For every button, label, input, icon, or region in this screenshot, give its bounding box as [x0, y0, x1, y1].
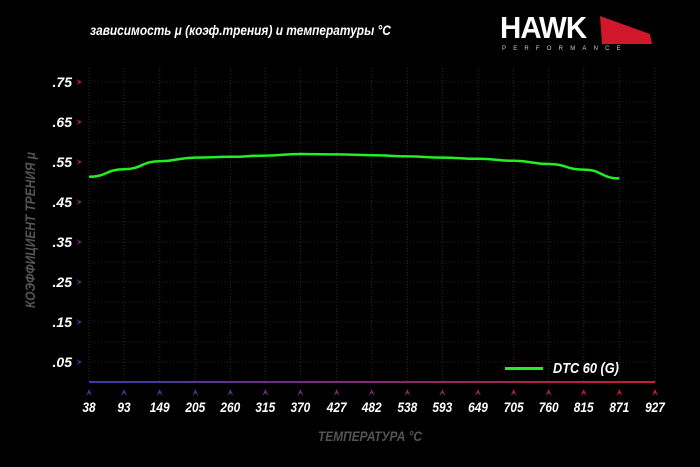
logo-sub: PERFORMANCE: [502, 46, 628, 52]
y-tick-label: .15: [53, 314, 73, 330]
y-tick-arrow-icon: [76, 79, 82, 85]
legend-label: DTC 60 (G): [553, 360, 619, 377]
x-tick-arrow-icon: [404, 389, 411, 396]
y-tick-label: .35: [53, 234, 73, 250]
x-tick-arrow-icon: [333, 389, 340, 396]
y-tick-label: .55: [53, 154, 73, 170]
x-tick-label: 538: [397, 399, 418, 415]
x-tick-label: 315: [255, 399, 276, 415]
x-tick-arrow-icon: [262, 389, 269, 396]
y-tick-arrow-icon: [76, 239, 82, 245]
x-tick-label: 260: [220, 399, 241, 415]
hawk-logo: HAWK PERFORMANCE: [500, 12, 660, 52]
x-tick-arrow-icon: [510, 389, 517, 396]
x-tick-arrow-icon: [227, 389, 234, 396]
x-tick-label: 815: [574, 399, 595, 415]
x-tick-label: 760: [539, 399, 560, 415]
legend-swatch: [505, 367, 543, 370]
x-tick-arrow-icon: [368, 389, 375, 396]
x-tick-arrow-icon: [297, 389, 304, 396]
x-tick-label: 370: [290, 399, 311, 415]
y-tick-label: .05: [53, 354, 73, 370]
y-tick-label: .45: [53, 194, 73, 210]
x-tick-arrow-icon: [156, 389, 163, 396]
legend: DTC 60 (G): [505, 360, 631, 377]
y-tick-arrow-icon: [76, 199, 82, 205]
y-tick-arrow-icon: [76, 279, 82, 285]
x-tick-arrow-icon: [121, 389, 128, 396]
y-tick-arrow-icon: [76, 159, 82, 165]
x-tick-arrow-icon: [192, 389, 199, 396]
y-tick-arrow-icon: [76, 119, 82, 125]
x-tick-label: 149: [150, 399, 171, 415]
series-line: [88, 152, 620, 180]
x-tick-label: 927: [645, 399, 666, 415]
x-tick-label: 871: [609, 399, 629, 415]
x-axis: [89, 381, 655, 383]
x-tick-arrow-icon: [545, 389, 552, 396]
y-tick-arrow-icon: [76, 359, 82, 365]
y-tick-label: .25: [53, 274, 73, 290]
logo-wing-icon: [600, 16, 652, 44]
x-tick-arrow-icon: [475, 389, 482, 396]
y-tick-label: .65: [53, 114, 73, 130]
x-tick-label: 482: [361, 399, 382, 415]
x-tick-label: 93: [117, 399, 131, 415]
x-tick-label: 593: [432, 399, 453, 415]
x-tick-label: 649: [468, 399, 489, 415]
logo-brand: HAWK: [500, 10, 587, 45]
x-tick-arrow-icon: [86, 389, 92, 396]
x-tick-arrow-icon: [580, 389, 587, 396]
chart-title: зависимость μ (коэф.трения) и температур…: [90, 22, 391, 38]
x-tick-arrow-icon: [652, 389, 658, 396]
x-tick-arrow-icon: [439, 389, 446, 396]
x-tick-arrow-icon: [616, 389, 623, 396]
x-tick-label: 205: [184, 399, 205, 415]
x-tick-label: 705: [504, 399, 525, 415]
y-tick-label: .75: [53, 74, 73, 90]
x-tick-label: 427: [326, 399, 347, 415]
y-tick-arrow-icon: [76, 319, 82, 325]
x-axis-label: ТЕМПЕРАТУРА °С: [318, 428, 422, 444]
y-axis-label: КОЭФФИЦИЕНТ ТРЕНИЯ μ: [22, 152, 38, 308]
x-tick-label: 38: [82, 399, 96, 415]
